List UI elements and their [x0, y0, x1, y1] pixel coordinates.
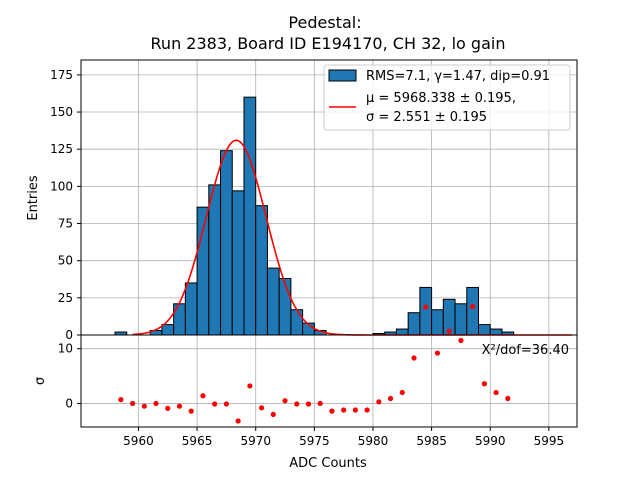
residual-panel: 010 5960 5965 5970 5975 5980 5985 5990 5995 X²/…	[33, 303, 578, 471]
residual-point	[387, 395, 394, 402]
x-axis-label: ADC Counts	[289, 456, 367, 471]
histogram-bar	[278, 278, 292, 336]
residual-point	[423, 304, 429, 310]
bottom-grid	[81, 335, 577, 427]
top-y-tick-label: 0	[65, 328, 73, 342]
histogram-bar	[231, 190, 245, 336]
histogram-bar	[173, 303, 186, 336]
top-y-tick-label: 25	[58, 291, 73, 305]
x-ticks: 5960 5965 5970 5975 5980 5985 5990 5995	[123, 427, 564, 448]
residual-point	[329, 408, 335, 414]
histogram-bar	[220, 150, 233, 336]
residual-point	[118, 397, 124, 403]
legend-fit-label-line2: σ = 2.551 ± 0.195	[366, 110, 487, 125]
residual-point	[294, 401, 300, 407]
residual-point	[188, 408, 194, 414]
residual-point	[129, 400, 136, 407]
histogram-bar	[184, 282, 198, 336]
residual-point	[270, 411, 276, 418]
y-axis-label-entries: Entries	[26, 175, 41, 221]
histogram-bar	[266, 267, 280, 336]
x-tick-label: 5960	[123, 434, 154, 448]
residual-point	[352, 407, 358, 413]
chi2-dof-label: X²/dof=36.40	[482, 343, 569, 358]
x-tick-label: 5965	[182, 434, 213, 448]
chart-title-line1: Pedestal:	[288, 13, 361, 32]
top-y-tick-label: 100	[50, 179, 73, 193]
top-y-tick-label: 125	[50, 142, 73, 156]
residual-point	[399, 389, 405, 396]
histogram-bar	[454, 303, 468, 336]
x-tick-label: 5990	[475, 434, 506, 448]
legend-hist-label: RMS=7.1, γ=1.47, dip=0.91	[366, 69, 550, 84]
residual-point	[505, 395, 511, 402]
residual-point	[376, 399, 382, 405]
residual-point	[200, 393, 206, 399]
histogram-bar	[196, 206, 210, 336]
residual-point	[282, 398, 288, 404]
x-tick-label: 5970	[240, 434, 271, 448]
top-y-tick-label: 150	[50, 105, 73, 119]
residual-point	[411, 355, 417, 361]
histogram-bar	[478, 324, 491, 336]
bottom-axes-frame	[80, 334, 578, 428]
histogram-bar	[407, 312, 421, 336]
histogram-bar	[161, 324, 175, 336]
residual-point	[317, 400, 323, 407]
histogram-bar	[290, 309, 304, 336]
residual-point	[165, 405, 171, 411]
residual-point	[434, 350, 441, 356]
top-y-tick-label: 75	[58, 217, 73, 231]
x-tick-label: 5985	[416, 434, 447, 448]
residual-point	[481, 381, 487, 387]
x-tick-label: 5995	[534, 434, 565, 448]
legend-fit-label-line1: μ = 5968.338 ± 0.195,	[366, 91, 516, 106]
bottom-y-tick-label: 0	[65, 396, 73, 410]
residual-point	[223, 401, 229, 407]
residual-point	[446, 328, 452, 334]
top-y-ticks: 0 25 50 75 100 125 150 175	[50, 68, 81, 342]
residual-point	[235, 418, 241, 424]
histogram-bar	[466, 286, 480, 336]
bottom-y-ticks: 0 10	[58, 342, 81, 410]
histogram-bar	[489, 328, 503, 336]
x-tick-label: 5975	[299, 434, 330, 448]
residual-point	[176, 403, 183, 409]
residual-point	[258, 405, 265, 411]
histogram-bar	[243, 96, 257, 336]
residual-point	[247, 383, 253, 389]
residual-point	[212, 401, 218, 407]
bottom-y-tick-label: 10	[58, 342, 73, 356]
top-y-tick-label: 50	[58, 254, 73, 268]
histogram-bar	[208, 184, 222, 336]
residual-point	[141, 403, 147, 409]
residual-point	[470, 303, 476, 310]
histogram-bar	[419, 286, 433, 336]
residual-point	[493, 389, 499, 396]
residual-point	[305, 401, 312, 407]
histogram-bar	[395, 328, 409, 336]
top-y-tick-label: 175	[50, 68, 73, 82]
residual-point	[458, 337, 464, 344]
legend: RMS=7.1, γ=1.47, dip=0.91 μ = 5968.338 ±…	[323, 64, 571, 131]
y-axis-label-sigma: σ	[33, 377, 48, 385]
legend-box	[323, 64, 571, 131]
residual-point	[153, 400, 159, 407]
histogram-bar	[255, 205, 268, 336]
residual-point	[364, 407, 370, 413]
x-tick-label: 5980	[358, 434, 389, 448]
residual-point	[341, 407, 347, 413]
residual-points	[118, 303, 511, 424]
chart-title-line2: Run 2383, Board ID E194170, CH 32, lo ga…	[151, 34, 506, 53]
histogram-bar	[431, 309, 444, 336]
legend-hist-swatch	[328, 69, 357, 82]
